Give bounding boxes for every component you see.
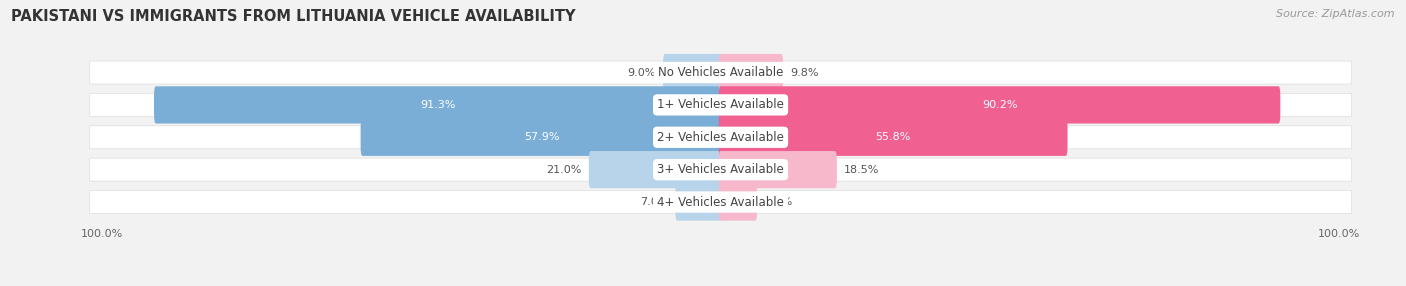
FancyBboxPatch shape bbox=[90, 190, 1351, 214]
FancyBboxPatch shape bbox=[90, 61, 1351, 84]
Text: 7.0%: 7.0% bbox=[640, 197, 668, 207]
Text: 1+ Vehicles Available: 1+ Vehicles Available bbox=[657, 98, 785, 112]
Text: No Vehicles Available: No Vehicles Available bbox=[658, 66, 783, 79]
Text: 9.0%: 9.0% bbox=[627, 67, 655, 78]
FancyBboxPatch shape bbox=[675, 183, 723, 221]
Text: 21.0%: 21.0% bbox=[546, 165, 582, 175]
FancyBboxPatch shape bbox=[360, 119, 723, 156]
Text: 2+ Vehicles Available: 2+ Vehicles Available bbox=[657, 131, 785, 144]
Text: 55.8%: 55.8% bbox=[876, 132, 911, 142]
Text: 5.6%: 5.6% bbox=[765, 197, 793, 207]
Text: 18.5%: 18.5% bbox=[844, 165, 880, 175]
Text: 57.9%: 57.9% bbox=[524, 132, 560, 142]
FancyBboxPatch shape bbox=[90, 94, 1351, 116]
Text: 90.2%: 90.2% bbox=[981, 100, 1018, 110]
FancyBboxPatch shape bbox=[718, 86, 1281, 124]
Text: PAKISTANI VS IMMIGRANTS FROM LITHUANIA VEHICLE AVAILABILITY: PAKISTANI VS IMMIGRANTS FROM LITHUANIA V… bbox=[11, 9, 575, 23]
FancyBboxPatch shape bbox=[589, 151, 723, 188]
FancyBboxPatch shape bbox=[90, 126, 1351, 149]
Text: Source: ZipAtlas.com: Source: ZipAtlas.com bbox=[1277, 9, 1395, 19]
Text: 4+ Vehicles Available: 4+ Vehicles Available bbox=[657, 196, 785, 208]
FancyBboxPatch shape bbox=[718, 54, 783, 91]
FancyBboxPatch shape bbox=[718, 183, 756, 221]
FancyBboxPatch shape bbox=[155, 86, 723, 124]
FancyBboxPatch shape bbox=[90, 158, 1351, 181]
Text: 91.3%: 91.3% bbox=[420, 100, 456, 110]
Text: 9.8%: 9.8% bbox=[790, 67, 818, 78]
FancyBboxPatch shape bbox=[664, 54, 723, 91]
FancyBboxPatch shape bbox=[718, 151, 837, 188]
Text: 3+ Vehicles Available: 3+ Vehicles Available bbox=[657, 163, 785, 176]
Legend: Pakistani, Immigrants from Lithuania: Pakistani, Immigrants from Lithuania bbox=[574, 283, 868, 286]
FancyBboxPatch shape bbox=[718, 119, 1067, 156]
